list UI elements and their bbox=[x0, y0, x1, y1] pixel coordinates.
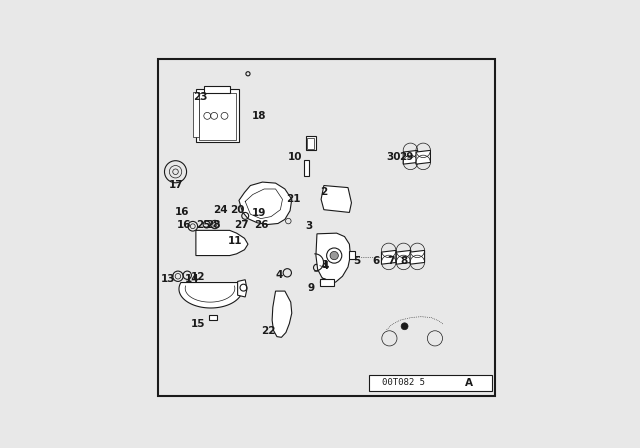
Text: 5: 5 bbox=[353, 256, 360, 266]
Text: 10: 10 bbox=[287, 152, 302, 162]
Polygon shape bbox=[239, 182, 292, 224]
Polygon shape bbox=[376, 320, 448, 340]
Text: 18: 18 bbox=[252, 111, 266, 121]
Bar bbox=[305, 136, 316, 151]
Polygon shape bbox=[179, 283, 243, 308]
Text: 1: 1 bbox=[321, 260, 329, 270]
Text: 20: 20 bbox=[230, 205, 245, 215]
Text: 4: 4 bbox=[275, 270, 282, 280]
Text: 9: 9 bbox=[307, 283, 314, 293]
Polygon shape bbox=[410, 250, 424, 264]
Text: 17: 17 bbox=[168, 180, 183, 190]
Bar bbox=[304, 159, 309, 176]
Polygon shape bbox=[193, 92, 198, 137]
Polygon shape bbox=[237, 280, 247, 297]
Text: A: A bbox=[465, 378, 474, 388]
Polygon shape bbox=[196, 230, 248, 255]
Text: 14: 14 bbox=[185, 274, 200, 284]
Polygon shape bbox=[403, 151, 418, 164]
Text: 19: 19 bbox=[252, 208, 267, 218]
Polygon shape bbox=[396, 250, 411, 264]
Polygon shape bbox=[316, 233, 351, 282]
Text: 27: 27 bbox=[234, 220, 248, 229]
Text: 23: 23 bbox=[193, 92, 207, 102]
Bar bbox=[307, 138, 314, 149]
Text: 22: 22 bbox=[261, 327, 276, 336]
Polygon shape bbox=[272, 291, 292, 337]
Bar bbox=[209, 315, 216, 320]
Text: 6: 6 bbox=[372, 256, 380, 267]
Bar bbox=[198, 94, 236, 140]
Text: 25: 25 bbox=[196, 220, 211, 229]
Polygon shape bbox=[416, 151, 431, 164]
Text: 12: 12 bbox=[191, 272, 205, 282]
Text: 15: 15 bbox=[191, 319, 205, 328]
Text: 30: 30 bbox=[387, 152, 401, 162]
Text: 16: 16 bbox=[175, 207, 189, 217]
Text: 00T082 5: 00T082 5 bbox=[381, 379, 425, 388]
Bar bbox=[204, 86, 230, 94]
Text: 13: 13 bbox=[161, 274, 175, 284]
Circle shape bbox=[401, 323, 408, 330]
Text: 8: 8 bbox=[401, 256, 408, 267]
Polygon shape bbox=[196, 89, 239, 142]
Text: 21: 21 bbox=[286, 194, 300, 204]
Text: 24: 24 bbox=[213, 205, 228, 215]
Text: 3: 3 bbox=[305, 221, 312, 231]
Bar bbox=[349, 251, 355, 259]
Bar bbox=[369, 375, 492, 391]
Text: 16: 16 bbox=[177, 220, 191, 229]
Text: 2: 2 bbox=[320, 187, 327, 197]
Text: 26: 26 bbox=[255, 220, 269, 229]
Polygon shape bbox=[381, 250, 396, 264]
Text: 4: 4 bbox=[322, 261, 329, 271]
Text: 7: 7 bbox=[387, 256, 394, 267]
Polygon shape bbox=[321, 185, 351, 212]
Circle shape bbox=[330, 251, 339, 260]
Text: 11: 11 bbox=[228, 236, 243, 246]
Bar bbox=[321, 280, 333, 285]
Text: 29: 29 bbox=[399, 152, 413, 162]
Text: 28: 28 bbox=[206, 220, 221, 229]
